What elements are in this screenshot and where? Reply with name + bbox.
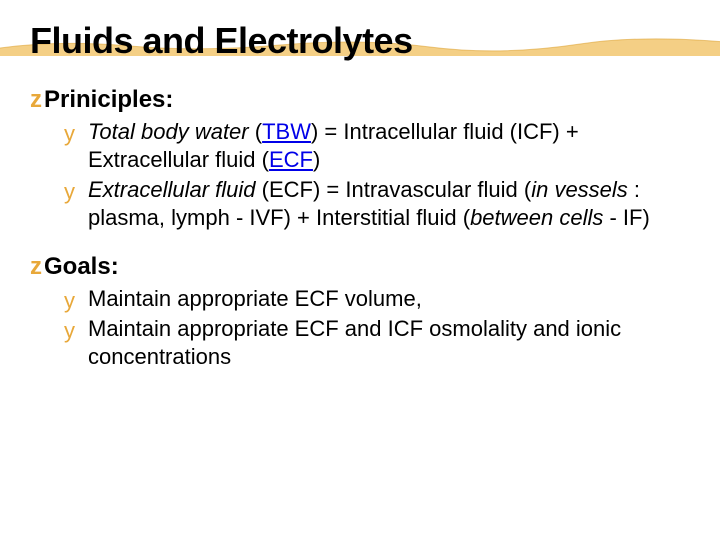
ecf-after-lead: (ECF) = Intravascular fluid ( [256, 177, 532, 202]
principles-item-2: y Extracellular fluid (ECF) = Intravascu… [64, 176, 680, 232]
tbw-tail: ) [313, 147, 320, 172]
slide: Fluids and Electrolytes z Priniciples: y… [0, 0, 720, 540]
principles-section: z Priniciples: y Total body water (TBW) … [30, 86, 690, 233]
ecf-lead: Extracellular fluid [88, 177, 256, 202]
title-wrap: Fluids and Electrolytes [30, 20, 690, 62]
tbw-after-lead: ( [249, 119, 262, 144]
bullet-y-icon: y [64, 317, 75, 345]
goals-item-2-text: Maintain appropriate ECF and ICF osmolal… [88, 316, 621, 369]
principles-heading: z Priniciples: [30, 86, 690, 114]
bullet-y-icon: y [64, 178, 75, 206]
slide-title: Fluids and Electrolytes [30, 20, 690, 62]
between-cells: between cells [470, 205, 603, 230]
bullet-y-icon: y [64, 287, 75, 315]
principles-heading-text: Priniciples: [44, 86, 173, 114]
bullet-z-icon: z [30, 253, 42, 281]
bullet-y-icon: y [64, 120, 75, 148]
goals-item-1-text: Maintain appropriate ECF volume, [88, 286, 422, 311]
goals-item-1: y Maintain appropriate ECF volume, [64, 285, 680, 313]
goals-item-2: y Maintain appropriate ECF and ICF osmol… [64, 315, 680, 371]
tbw-link[interactable]: TBW [262, 119, 311, 144]
bullet-z-icon: z [30, 86, 42, 114]
tbw-lead: Total body water [88, 119, 249, 144]
ecf-tail: - IF) [603, 205, 649, 230]
ecf-link[interactable]: ECF [269, 147, 313, 172]
goals-heading: z Goals: [30, 253, 690, 281]
in-vessels: in vessels [531, 177, 628, 202]
goals-heading-text: Goals: [44, 253, 119, 281]
goals-section: z Goals: y Maintain appropriate ECF volu… [30, 253, 690, 371]
principles-item-1: y Total body water (TBW) = Intracellular… [64, 118, 680, 174]
